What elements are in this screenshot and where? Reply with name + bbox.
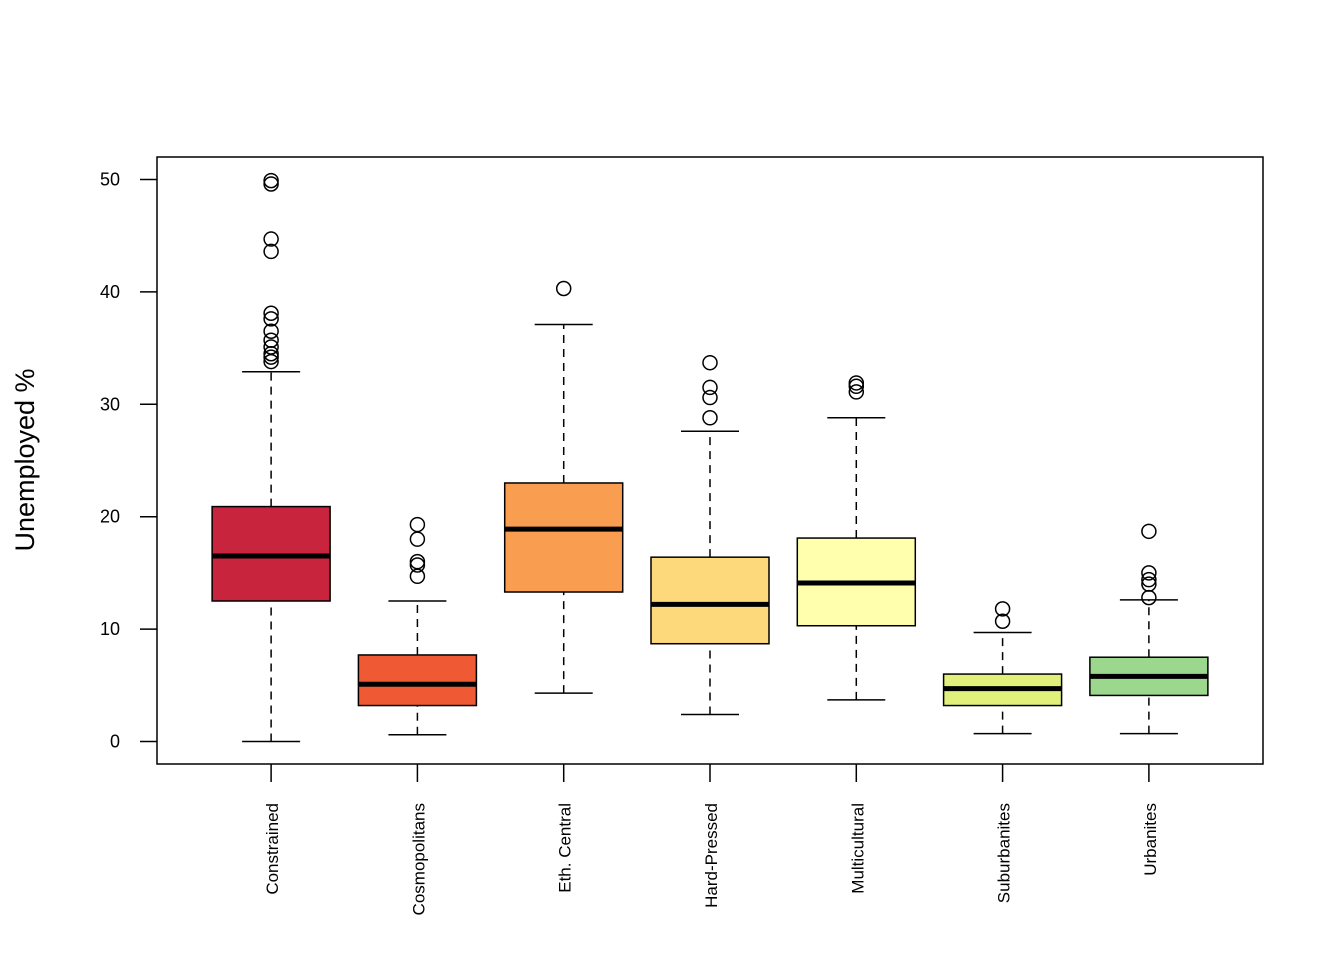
outlier (1141, 571, 1157, 588)
outlier (263, 243, 279, 260)
box (357, 654, 478, 707)
outlier (263, 353, 279, 370)
box (503, 482, 624, 593)
y-tick-label: 20 (100, 507, 120, 527)
outlier (1141, 565, 1157, 581)
outlier (263, 345, 279, 362)
outlier (994, 613, 1011, 629)
y-tick-label: 10 (100, 619, 120, 639)
x-tick-label: Hard-Pressed (702, 803, 721, 908)
outlier (994, 601, 1011, 617)
outlier (409, 516, 426, 533)
x-tick-label: Suburbanites (995, 803, 1014, 903)
outlier (1141, 523, 1157, 540)
outlier (702, 389, 718, 406)
outlier (263, 172, 279, 189)
outlier (848, 384, 865, 400)
x-tick-label: Multicultural (848, 803, 867, 894)
x-tick-label: Eth. Central (556, 803, 575, 893)
x-tick-label: Constrained (263, 803, 282, 895)
outlier (702, 410, 718, 426)
x-tick-label: Cosmopolitans (409, 803, 428, 915)
outlier (263, 349, 279, 365)
outlier (409, 553, 426, 570)
outlier (1141, 589, 1157, 606)
box (650, 556, 770, 645)
outlier (409, 557, 426, 573)
y-tick-label: 0 (110, 732, 120, 752)
outlier (263, 323, 279, 339)
outlier (263, 305, 279, 321)
outlier (263, 311, 279, 327)
outlier (409, 568, 426, 585)
outlier (263, 231, 279, 247)
y-axis-title: Unemployed % (10, 368, 40, 551)
outlier (848, 378, 865, 395)
outlier (702, 354, 718, 371)
y-tick-label: 40 (100, 282, 120, 302)
x-tick-label: Urbanites (1141, 803, 1160, 876)
y-tick-label: 50 (100, 169, 120, 189)
outlier (555, 280, 572, 297)
outlier (848, 375, 865, 391)
outlier (263, 176, 279, 192)
y-tick-label: 30 (100, 394, 120, 414)
outlier (409, 531, 426, 547)
outlier (702, 379, 718, 396)
